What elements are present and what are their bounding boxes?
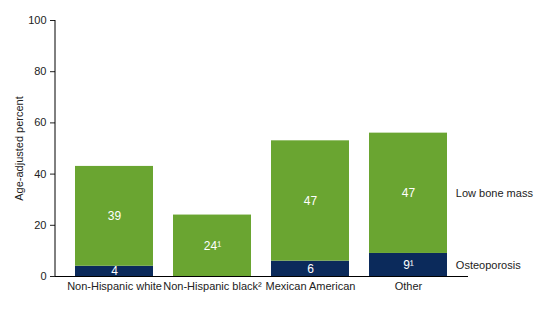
- svg-text:Mexican American: Mexican American: [266, 280, 356, 292]
- svg-text:80: 80: [34, 65, 46, 77]
- svg-text:47: 47: [304, 194, 318, 208]
- svg-text:20: 20: [34, 219, 46, 231]
- svg-text:Age-adjusted percent: Age-adjusted percent: [13, 96, 25, 201]
- svg-text:Other: Other: [395, 280, 423, 292]
- svg-text:6: 6: [307, 262, 314, 276]
- svg-text:0: 0: [40, 270, 46, 282]
- svg-text:9¹: 9¹: [403, 258, 414, 272]
- svg-text:Non-Hispanic black²: Non-Hispanic black²: [163, 280, 262, 292]
- svg-text:100: 100: [28, 14, 46, 26]
- svg-text:47: 47: [402, 186, 416, 200]
- svg-text:Osteoporosis: Osteoporosis: [456, 259, 521, 271]
- svg-text:Non-Hispanic white: Non-Hispanic white: [67, 280, 162, 292]
- svg-text:39: 39: [108, 209, 122, 223]
- svg-text:60: 60: [34, 116, 46, 128]
- svg-text:24¹: 24¹: [204, 239, 221, 253]
- svg-text:4: 4: [111, 264, 118, 278]
- svg-text:Low bone mass: Low bone mass: [456, 187, 534, 199]
- svg-text:40: 40: [34, 168, 46, 180]
